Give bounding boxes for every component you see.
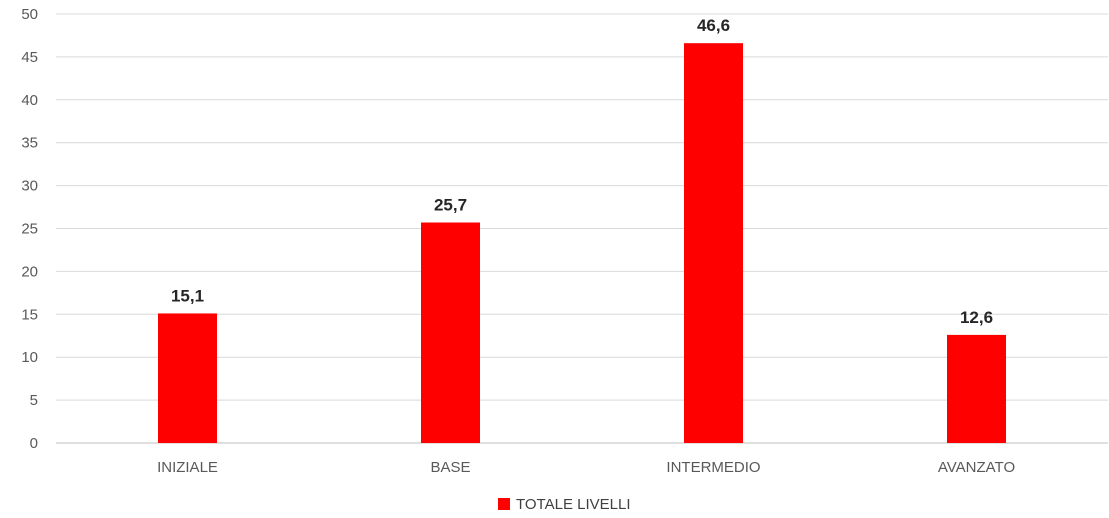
bar-base — [421, 222, 480, 443]
legend-label: TOTALE LIVELLI — [516, 496, 631, 513]
bar-intermedio — [684, 43, 743, 444]
data-label-iniziale: 15,1 — [171, 286, 204, 305]
bars — [158, 43, 1006, 444]
y-tick-label: 30 — [21, 178, 38, 195]
x-axis-tick-labels: INIZIALE BASE INTERMEDIO AVANZATO — [157, 459, 1015, 476]
y-axis-tick-labels: 0 5 10 15 20 25 30 35 40 45 50 — [21, 6, 38, 452]
data-labels: 15,1 25,7 46,6 12,6 — [171, 16, 993, 327]
y-tick-label: 40 — [21, 92, 38, 109]
legend-swatch — [498, 498, 510, 510]
y-tick-label: 10 — [21, 349, 38, 366]
x-tick-label-base: BASE — [430, 459, 470, 476]
x-tick-label-avanzato: AVANZATO — [938, 459, 1015, 476]
y-tick-label: 35 — [21, 135, 38, 152]
x-tick-label-iniziale: INIZIALE — [157, 459, 218, 476]
y-tick-label: 15 — [21, 306, 38, 323]
y-tick-label: 45 — [21, 49, 38, 66]
bar-avanzato — [947, 334, 1006, 443]
bar-iniziale — [158, 313, 217, 443]
y-tick-label: 5 — [30, 392, 38, 409]
data-label-intermedio: 46,6 — [697, 16, 730, 35]
y-tick-label: 20 — [21, 263, 38, 280]
gridlines — [56, 13, 1108, 444]
y-tick-label: 50 — [21, 6, 38, 23]
data-label-avanzato: 12,6 — [960, 308, 993, 327]
y-tick-label: 0 — [30, 435, 38, 452]
data-label-base: 25,7 — [434, 195, 467, 214]
x-tick-label-intermedio: INTERMEDIO — [666, 459, 760, 476]
legend: TOTALE LIVELLI — [498, 496, 631, 513]
y-tick-label: 25 — [21, 221, 38, 238]
